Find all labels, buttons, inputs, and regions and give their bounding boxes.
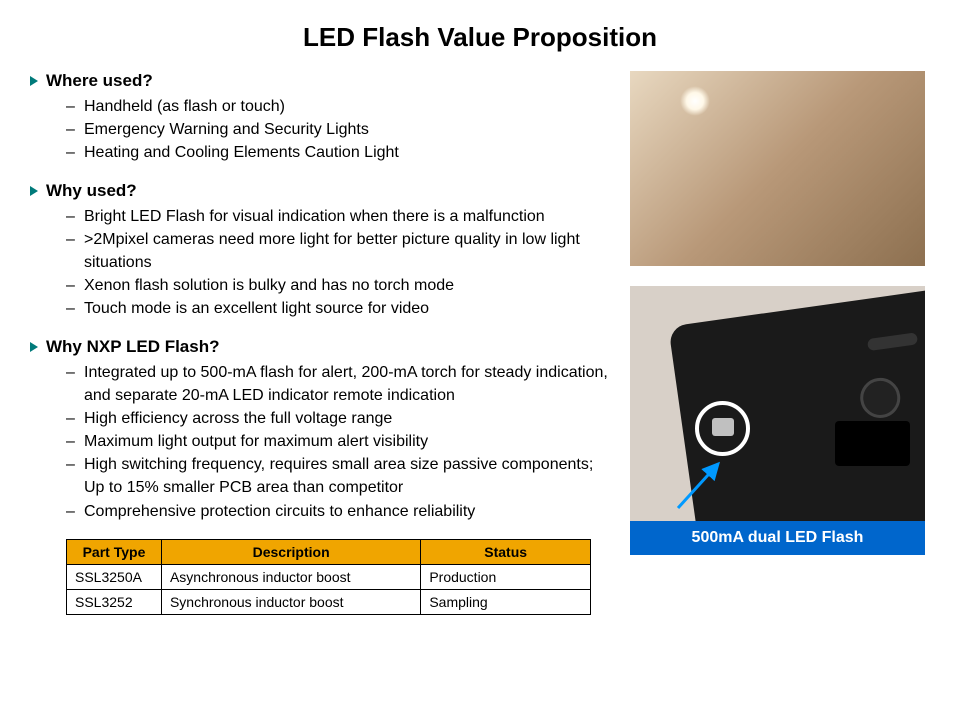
section-header: Where used? [30, 71, 610, 91]
table-cell: Sampling [421, 589, 591, 614]
left-column: Where used? Handheld (as flash or touch)… [30, 71, 630, 615]
page-title: LED Flash Value Proposition [0, 0, 960, 71]
photo-phone-led: 500mA dual LED Flash [630, 286, 925, 555]
parts-table: Part Type Description Status SSL3250A As… [66, 539, 591, 615]
callout-arrow-icon [670, 456, 740, 516]
phone-camera [858, 375, 903, 420]
black-overlay [835, 421, 910, 466]
list-item: Heating and Cooling Elements Caution Lig… [66, 141, 610, 164]
table-header: Status [421, 539, 591, 564]
list-item: >2Mpixel cameras need more light for bet… [66, 228, 610, 274]
bullet-list: Handheld (as flash or touch) Emergency W… [30, 95, 610, 165]
section-header: Why NXP LED Flash? [30, 337, 610, 357]
list-item: Xenon flash solution is bulky and has no… [66, 274, 610, 297]
list-item: Integrated up to 500-mA flash for alert,… [66, 361, 610, 407]
list-item: High efficiency across the full voltage … [66, 407, 610, 430]
phone-image-area [630, 286, 925, 521]
table-header: Part Type [67, 539, 162, 564]
list-item: Comprehensive protection circuits to enh… [66, 500, 610, 523]
right-column: 500mA dual LED Flash [630, 71, 930, 615]
phone-speaker [867, 332, 918, 351]
arrow-icon [30, 186, 38, 196]
section-header: Why used? [30, 181, 610, 201]
arrow-icon [30, 342, 38, 352]
table-row: SSL3252 Synchronous inductor boost Sampl… [67, 589, 591, 614]
list-item: Touch mode is an excellent light source … [66, 297, 610, 320]
table-cell: Production [421, 564, 591, 589]
content-area: Where used? Handheld (as flash or touch)… [0, 71, 960, 615]
list-item: High switching frequency, requires small… [66, 453, 610, 499]
list-item: Emergency Warning and Security Lights [66, 118, 610, 141]
arrow-icon [30, 76, 38, 86]
table-header: Description [161, 539, 420, 564]
bullet-list: Integrated up to 500-mA flash for alert,… [30, 361, 610, 523]
image-caption: 500mA dual LED Flash [630, 521, 925, 555]
list-item: Maximum light output for maximum alert v… [66, 430, 610, 453]
list-item: Bright LED Flash for visual indication w… [66, 205, 610, 228]
table-row: SSL3250A Asynchronous inductor boost Pro… [67, 564, 591, 589]
bullet-list: Bright LED Flash for visual indication w… [30, 205, 610, 321]
section-heading-text: Why NXP LED Flash? [46, 337, 220, 357]
photo-placeholder [630, 71, 925, 266]
section-heading-text: Why used? [46, 181, 137, 201]
table-cell: Asynchronous inductor boost [161, 564, 420, 589]
section-why-used: Why used? Bright LED Flash for visual in… [30, 181, 610, 321]
callout-circle [695, 401, 750, 456]
section-where-used: Where used? Handheld (as flash or touch)… [30, 71, 610, 165]
table-cell: Synchronous inductor boost [161, 589, 420, 614]
section-why-nxp: Why NXP LED Flash? Integrated up to 500-… [30, 337, 610, 523]
photo-child-flash [630, 71, 925, 266]
table-cell: SSL3250A [67, 564, 162, 589]
list-item: Handheld (as flash or touch) [66, 95, 610, 118]
table-cell: SSL3252 [67, 589, 162, 614]
section-heading-text: Where used? [46, 71, 153, 91]
table-header-row: Part Type Description Status [67, 539, 591, 564]
